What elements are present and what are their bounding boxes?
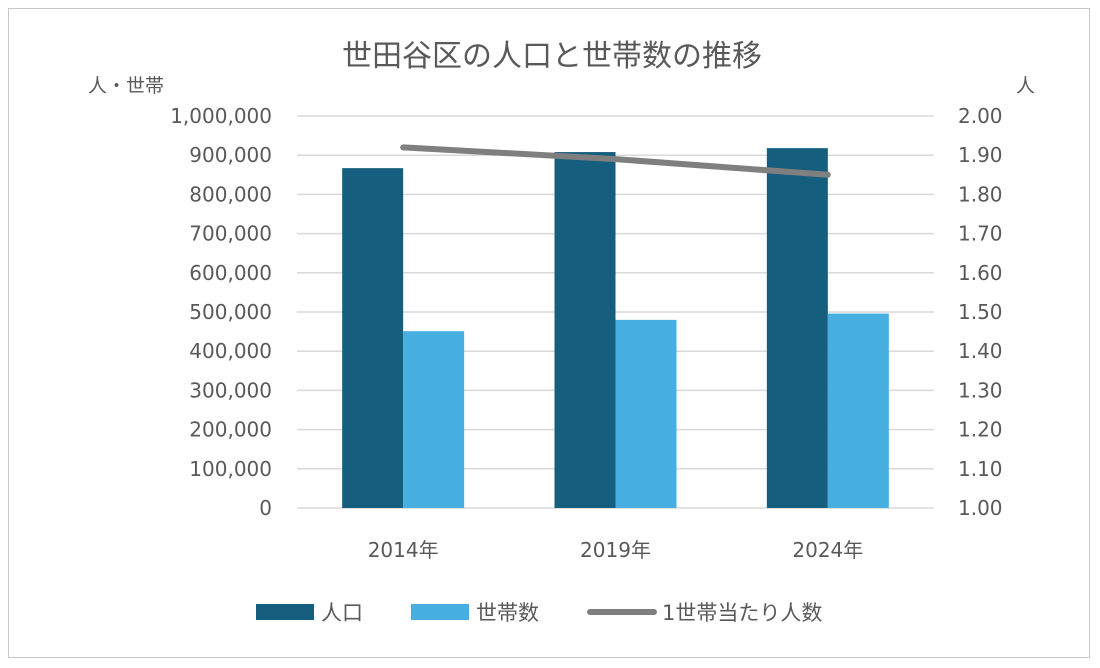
right-tick-label: 1.70 (958, 222, 1003, 246)
left-tick-label: 1,000,000 (170, 104, 272, 128)
bar-population (766, 148, 828, 509)
category-labels: 2014年 2019年 2024年 (368, 538, 864, 562)
legend-label: 1世帯当たり人数 (662, 601, 822, 625)
bar-population (342, 168, 404, 509)
bars (342, 148, 889, 509)
category-label: 2024年 (792, 538, 863, 562)
right-axis-ticks: 1.00 1.10 1.20 1.30 1.40 1.50 1.60 1.70 1.80 1.90… (958, 104, 1003, 520)
right-tick-label: 1.30 (958, 378, 1003, 402)
bar-households (615, 319, 677, 508)
left-tick-label: 0 (259, 496, 272, 520)
left-tick-label: 100,000 (189, 457, 272, 481)
right-axis-unit: 人 (1016, 75, 1035, 97)
legend-label: 人口 (321, 601, 363, 625)
right-tick-label: 1.60 (958, 261, 1003, 285)
right-tick-label: 2.00 (958, 104, 1003, 128)
right-tick-label: 1.50 (958, 300, 1003, 324)
left-tick-label: 400,000 (189, 339, 272, 363)
right-tick-label: 1.00 (958, 496, 1003, 520)
right-tick-label: 1.90 (958, 143, 1003, 167)
right-tick-label: 1.80 (958, 182, 1003, 206)
legend-swatch (256, 604, 314, 620)
left-axis-ticks: 0 100,000 200,000 300,000 400,000 500,000 600,… (170, 104, 272, 520)
bar-population (554, 152, 616, 508)
bar-households (403, 331, 465, 508)
left-tick-label: 200,000 (189, 418, 272, 442)
left-tick-label: 600,000 (189, 261, 272, 285)
category-label: 2019年 (580, 538, 651, 562)
left-axis-unit: 人・世帯 (88, 75, 164, 97)
right-tick-label: 1.10 (958, 457, 1003, 481)
legend-label: 世帯数 (476, 601, 539, 625)
category-label: 2014年 (368, 538, 439, 562)
line-series (400, 144, 831, 178)
left-tick-label: 900,000 (189, 143, 272, 167)
right-tick-label: 1.40 (958, 339, 1003, 363)
line-persons-per-household (400, 144, 831, 178)
right-tick-label: 1.20 (958, 418, 1003, 442)
bar-households (827, 313, 889, 508)
legend-swatch (411, 604, 469, 620)
left-tick-label: 300,000 (189, 378, 272, 402)
left-tick-label: 800,000 (189, 182, 272, 206)
chart-title: 世田谷区の人口と世帯数の推移 (342, 39, 762, 74)
legend: 人口 世帯数 1世帯当たり人数 (256, 601, 822, 625)
left-tick-label: 500,000 (189, 300, 272, 324)
left-tick-label: 700,000 (189, 222, 272, 246)
